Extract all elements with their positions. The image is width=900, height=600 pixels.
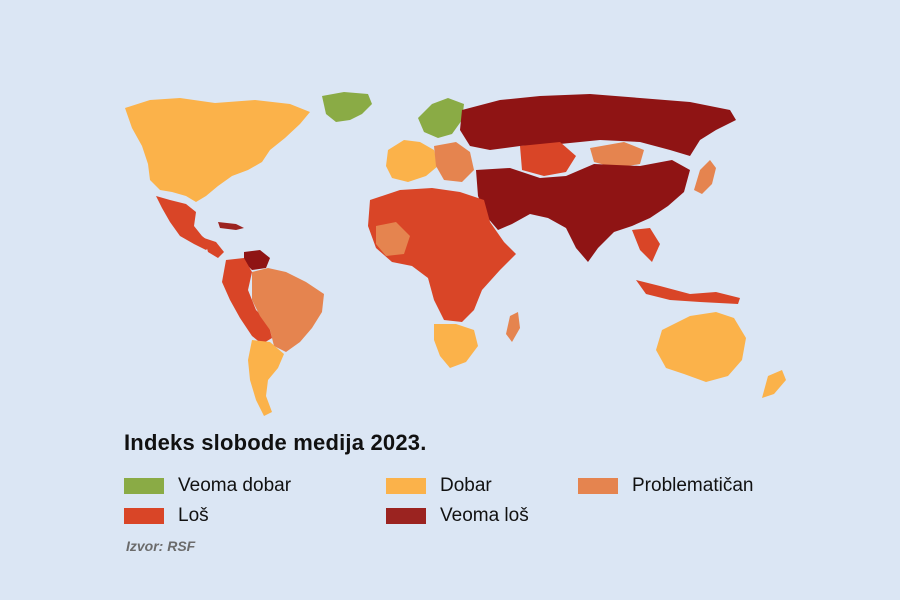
legend-label: Veoma loš [440,505,529,526]
region-southeast-asia [632,228,660,262]
region-madagascar [506,312,520,342]
region-scandinavia [418,98,464,138]
legend-label: Loš [178,505,209,526]
legend-swatch [386,508,426,524]
legend-label: Problematičan [632,475,754,496]
region-new-zealand [762,370,786,398]
region-central-asia [520,142,576,176]
region-europe-west [386,140,438,182]
region-central-america [204,238,224,258]
map-title: Indeks slobode medija 2023. [124,430,427,455]
region-venezuela [244,250,270,270]
legend-item-veoma-dobar: Veoma dobar [124,475,292,496]
legend-label: Veoma dobar [178,475,292,496]
region-mongolia [590,142,644,168]
region-southern-cone [248,340,284,416]
region-australia [656,312,746,382]
region-africa-north [368,188,516,322]
region-europe-east [434,142,474,182]
region-russia [460,94,736,156]
legend-swatch [124,478,164,494]
legend-item-los: Loš [124,505,209,526]
legend-swatch [386,478,426,494]
region-cuba [218,222,244,230]
legend-item-problematican: Problematičan [578,475,754,496]
world-map [125,92,786,416]
legend-item-dobar: Dobar [386,475,492,496]
region-south-america-west [222,258,272,344]
region-brazil [252,268,324,352]
source-note: Izvor: RSF [126,538,196,554]
region-mexico [156,196,212,250]
region-asia-south [476,160,690,262]
legend-label: Dobar [440,475,492,496]
region-indonesia [636,280,740,304]
legend-swatch [124,508,164,524]
region-greenland [322,92,372,122]
region-southern-africa [434,324,478,368]
legend-swatch [578,478,618,494]
region-north-america [125,98,310,202]
region-africa-west [376,222,410,256]
legend-item-veoma-los: Veoma loš [386,505,529,526]
region-japan [694,160,716,194]
